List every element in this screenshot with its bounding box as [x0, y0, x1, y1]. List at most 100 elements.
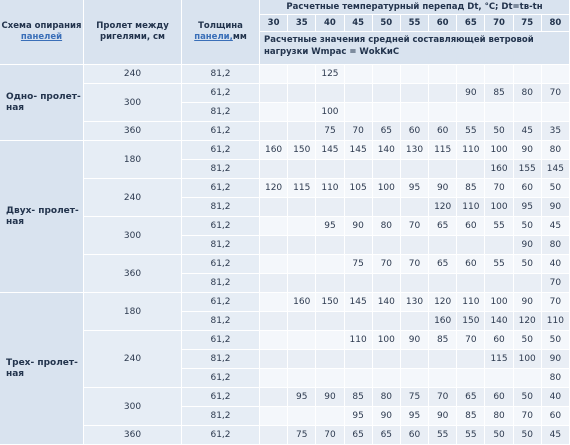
scheme-2: Двух- пролет-ная	[0, 141, 84, 293]
value-cell: 80	[485, 407, 514, 426]
value-cell: 55	[485, 255, 514, 274]
value-cell: 90	[372, 407, 401, 426]
value-cell: 40	[541, 255, 570, 274]
thickness-cell: 61,2	[182, 331, 260, 350]
thickness-cell: 61,2	[182, 426, 260, 445]
span-cell: 240	[84, 65, 182, 84]
value-cell	[288, 274, 317, 293]
value-cell: 160	[485, 160, 514, 179]
value-cell	[288, 122, 317, 141]
value-cell	[260, 388, 289, 407]
temp-col-80: 80	[541, 15, 570, 32]
thickness-cell: 61,2	[182, 217, 260, 236]
value-cell: 120	[260, 179, 289, 198]
value-cell: 160	[260, 141, 289, 160]
value-cell: 70	[541, 293, 570, 312]
value-cell: 120	[429, 293, 458, 312]
value-cell: 85	[457, 179, 486, 198]
value-cell	[344, 274, 373, 293]
value-cell	[541, 65, 570, 84]
value-cell	[316, 198, 345, 217]
header-thickness-line: панели,мм	[194, 32, 247, 43]
span-cell: 240	[84, 331, 182, 388]
value-cell: 90	[513, 293, 542, 312]
value-cell	[400, 103, 430, 122]
value-cell: 125	[316, 65, 345, 84]
value-cell	[344, 350, 373, 369]
value-cell	[316, 160, 345, 179]
value-cell	[288, 217, 317, 236]
value-cell: 70	[513, 407, 542, 426]
value-cell	[513, 65, 542, 84]
temp-col-60: 60	[429, 15, 458, 32]
header-thickness: Толщина панели,мм	[182, 0, 260, 65]
value-cell: 70	[541, 84, 570, 103]
value-cell	[485, 369, 514, 388]
value-cell: 45	[513, 122, 542, 141]
value-cell: 120	[513, 312, 542, 331]
value-cell: 50	[513, 255, 542, 274]
value-cell: 50	[485, 426, 514, 445]
value-cell	[260, 236, 289, 255]
value-cell: 60	[429, 122, 458, 141]
value-cell	[400, 369, 430, 388]
thickness-cell: 81,2	[182, 274, 260, 293]
value-cell: 75	[288, 426, 317, 445]
value-cell	[260, 331, 289, 350]
value-cell	[288, 369, 317, 388]
value-cell: 45	[541, 217, 570, 236]
value-cell	[316, 84, 345, 103]
value-cell	[288, 84, 317, 103]
header-wind-note: Расчетные значения средней составляющей …	[260, 32, 570, 65]
scheme-1: Одно- пролет-ная	[0, 65, 84, 141]
value-cell: 90	[541, 350, 570, 369]
value-cell	[260, 255, 289, 274]
value-cell: 55	[457, 426, 486, 445]
header-thickness-link[interactable]: панели,	[194, 32, 233, 42]
span-cell: 180	[84, 141, 182, 179]
value-cell: 60	[485, 331, 514, 350]
value-cell	[372, 103, 401, 122]
value-cell: 55	[485, 217, 514, 236]
value-cell	[344, 312, 373, 331]
header-thickness-unit: мм	[232, 32, 247, 42]
header-scheme-link[interactable]: панелей	[20, 32, 63, 42]
value-cell: 80	[541, 369, 570, 388]
value-cell: 75	[316, 122, 345, 141]
value-cell	[457, 103, 486, 122]
temp-col-70: 70	[485, 15, 514, 32]
thickness-cell: 81,2	[182, 312, 260, 331]
thickness-cell: 61,2	[182, 255, 260, 274]
value-cell	[429, 236, 458, 255]
value-cell	[288, 312, 317, 331]
value-cell: 50	[485, 122, 514, 141]
value-cell: 150	[288, 141, 317, 160]
value-cell	[372, 65, 401, 84]
value-cell	[457, 236, 486, 255]
temp-col-45: 45	[344, 15, 373, 32]
temp-col-65: 65	[457, 15, 486, 32]
value-cell: 50	[513, 426, 542, 445]
value-cell: 95	[513, 198, 542, 217]
value-cell: 65	[429, 217, 458, 236]
value-cell	[316, 236, 345, 255]
value-cell: 50	[513, 331, 542, 350]
value-cell: 110	[457, 141, 486, 160]
value-cell	[316, 274, 345, 293]
value-cell	[429, 350, 458, 369]
value-cell	[260, 103, 289, 122]
temp-col-35: 35	[288, 15, 317, 32]
value-cell	[316, 331, 345, 350]
value-cell: 60	[485, 388, 514, 407]
span-cell: 180	[84, 293, 182, 331]
value-cell: 95	[316, 217, 345, 236]
value-cell: 100	[513, 350, 542, 369]
scheme-3: Трех- пролет-ная	[0, 293, 84, 445]
value-cell: 65	[344, 426, 373, 445]
value-cell: 150	[457, 312, 486, 331]
value-cell	[316, 369, 345, 388]
value-cell: 65	[457, 388, 486, 407]
value-cell: 80	[541, 141, 570, 160]
value-cell	[288, 65, 317, 84]
